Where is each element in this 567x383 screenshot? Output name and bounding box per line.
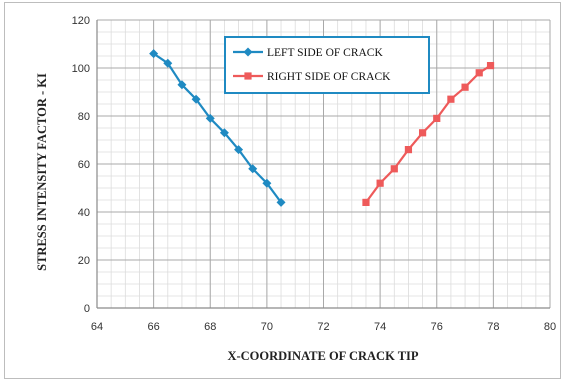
data-point (163, 58, 173, 68)
data-point (404, 146, 413, 154)
data-point (219, 128, 229, 138)
series-1 (149, 49, 286, 207)
legend-swatch-marker (244, 72, 252, 80)
y-tick-label: 80 (78, 111, 90, 123)
x-tick-label: 76 (431, 321, 443, 333)
x-tick-label: 66 (148, 321, 160, 333)
data-point (486, 62, 495, 70)
data-point (191, 94, 201, 104)
x-tick-label: 74 (374, 321, 386, 333)
tick-labels: 64 66 68 70 72 74 76 78 80 0 20 40 60 80 100 120 (72, 15, 556, 333)
data-point (447, 95, 455, 103)
series-line (365, 64, 492, 204)
data-point (234, 145, 244, 155)
y-axis-title: STRESS INTENSITY FACTOR - KI (35, 73, 49, 271)
data-point (205, 113, 215, 123)
data-point (376, 179, 384, 187)
data-point (248, 164, 258, 174)
data-point (461, 83, 469, 91)
data-point (475, 69, 483, 77)
data-point (149, 49, 159, 59)
x-tick-label: 72 (317, 321, 329, 333)
data-point (262, 178, 272, 188)
data-point (433, 114, 441, 122)
data-point (390, 165, 398, 173)
y-tick-label: 40 (78, 207, 90, 219)
series-line (153, 52, 282, 204)
x-tick-label: 70 (261, 321, 273, 333)
legend-box (224, 36, 430, 94)
y-tick-label: 100 (72, 63, 90, 75)
legend-swatch-marker (243, 47, 253, 57)
y-tick-label: 0 (84, 303, 90, 315)
x-axis-title: X-COORDINATE OF CRACK TIP (227, 349, 418, 363)
legend-label: RIGHT SIDE OF CRACK (267, 71, 391, 83)
y-tick-label: 60 (78, 159, 90, 171)
x-tick-label: 78 (487, 321, 499, 333)
legend: LEFT SIDE OF CRACK RIGHT SIDE OF CRACK (224, 36, 430, 94)
axes (96, 20, 550, 309)
data-point (177, 80, 187, 90)
x-tick-label: 64 (91, 321, 103, 333)
y-tick-label: 20 (78, 255, 90, 267)
x-tick-label: 80 (544, 321, 556, 333)
data-point (362, 198, 370, 206)
x-tick-label: 68 (204, 321, 216, 333)
series-2 (362, 62, 495, 206)
y-tick-label: 120 (72, 15, 90, 27)
series-group (149, 49, 495, 207)
legend-label: LEFT SIDE OF CRACK (267, 47, 383, 59)
data-point (418, 129, 427, 137)
data-point (276, 197, 286, 207)
